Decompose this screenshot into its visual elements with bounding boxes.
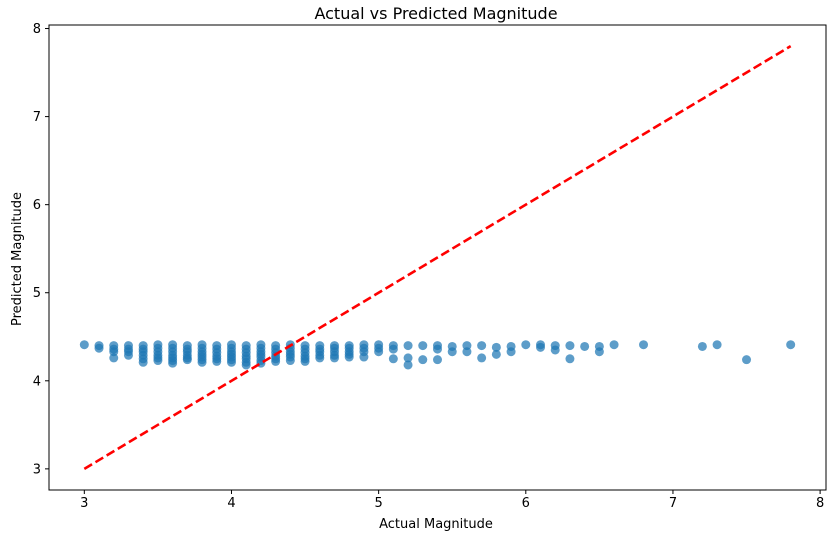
x-tick-label: 5 — [374, 496, 382, 511]
data-point — [403, 353, 413, 363]
data-point — [359, 352, 369, 362]
data-point — [197, 357, 207, 367]
data-point — [109, 347, 119, 357]
data-point — [447, 347, 457, 357]
data-point — [388, 344, 398, 354]
y-tick-label: 3 — [33, 462, 41, 477]
data-point — [300, 356, 310, 366]
axes: 3 4 5 6 7 8 3 4 5 6 7 8 — [33, 22, 827, 511]
chart-title: Actual vs Predicted Magnitude — [314, 4, 557, 23]
y-tick-label: 5 — [33, 286, 41, 301]
data-point — [742, 355, 752, 365]
data-point — [433, 344, 442, 354]
reference-line — [83, 45, 792, 470]
data-point — [462, 347, 472, 357]
data-point — [315, 353, 325, 363]
x-axis-label: Actual Magnitude — [379, 517, 493, 532]
data-point — [521, 340, 531, 350]
data-point — [153, 356, 163, 366]
data-point — [388, 354, 398, 364]
data-point — [94, 343, 104, 353]
data-point — [491, 349, 501, 359]
data-point — [182, 355, 192, 365]
data-point — [109, 353, 119, 363]
data-point — [477, 341, 487, 351]
data-point — [285, 356, 295, 366]
data-point — [565, 354, 575, 364]
data-point — [344, 352, 354, 362]
data-point — [462, 341, 472, 351]
data-point — [697, 341, 707, 351]
x-tick-label: 3 — [80, 496, 88, 511]
data-point — [506, 347, 516, 357]
data-point — [536, 342, 546, 352]
data-point — [241, 360, 251, 370]
y-tick-label: 4 — [33, 374, 41, 389]
data-point — [271, 356, 281, 366]
data-point — [403, 360, 413, 370]
plot-frame — [48, 24, 827, 491]
data-point — [212, 356, 222, 366]
data-point — [418, 355, 428, 365]
data-point — [491, 342, 501, 352]
y-axis-label: Predicted Magnitude — [10, 192, 25, 326]
data-point — [712, 340, 722, 350]
x-tick-label: 4 — [227, 496, 235, 511]
data-point — [580, 341, 590, 351]
plot-area — [79, 45, 796, 470]
data-point — [433, 355, 442, 365]
data-point — [639, 340, 649, 350]
data-point — [329, 353, 339, 363]
y-tick-label: 8 — [33, 22, 41, 37]
x-tick-label: 8 — [816, 496, 824, 511]
data-point — [594, 347, 604, 357]
x-tick-label: 6 — [522, 496, 530, 511]
y-tick-label: 7 — [33, 110, 41, 125]
data-point — [477, 353, 487, 363]
data-point — [786, 340, 796, 350]
data-point — [609, 340, 619, 350]
data-point — [403, 341, 413, 351]
data-point — [226, 357, 236, 367]
data-point — [138, 357, 148, 367]
x-tick-label: 7 — [669, 496, 677, 511]
data-point — [374, 347, 384, 357]
data-point — [418, 341, 428, 351]
y-tick-label: 6 — [33, 198, 41, 213]
data-point — [168, 358, 178, 368]
data-point — [550, 345, 560, 355]
data-point — [79, 340, 89, 350]
data-point — [565, 341, 575, 351]
data-point — [123, 350, 133, 360]
